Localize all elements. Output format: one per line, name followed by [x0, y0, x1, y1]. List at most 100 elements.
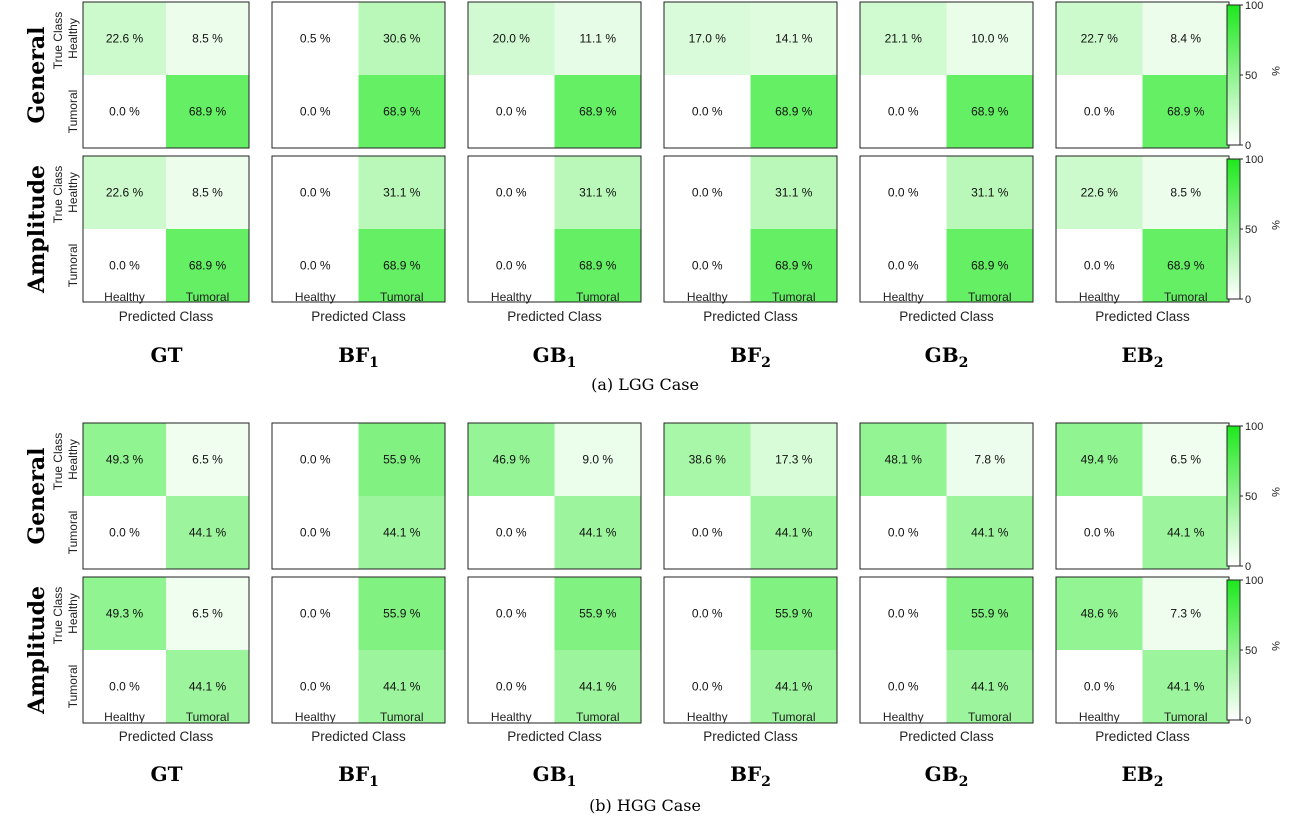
cell-value: 0.0 %	[888, 680, 919, 694]
matrix-frame	[82, 1, 250, 149]
method-base: BF	[730, 762, 761, 786]
matrix-cell	[358, 496, 445, 569]
method-label: GB1	[533, 343, 577, 371]
method-subscript: 2	[1154, 355, 1164, 371]
cell-value: 6.5 %	[192, 453, 223, 467]
matrix-cell	[946, 423, 1033, 496]
matrix-cell	[358, 156, 445, 229]
matrix-cell	[83, 650, 166, 723]
cell-value: 0.0 %	[300, 453, 331, 467]
matrix-cell	[664, 650, 751, 723]
method-label: GT	[151, 343, 183, 367]
cell-value: 0.0 %	[109, 105, 140, 119]
matrix-cell	[166, 423, 249, 496]
matrix-cell	[664, 2, 751, 75]
matrix-frame	[663, 155, 838, 303]
figure-caption: (b) HGG Case	[589, 796, 701, 815]
cell-value: 0.0 %	[300, 526, 331, 540]
matrix-cell	[272, 2, 359, 75]
matrix-cell	[1056, 156, 1143, 229]
method-base: BF	[338, 762, 369, 786]
cell-value: 0.0 %	[1084, 526, 1115, 540]
matrix-cell	[272, 496, 359, 569]
matrix-cell	[83, 496, 166, 569]
matrix-cell	[946, 229, 1033, 302]
cell-value: 68.9 %	[189, 105, 227, 119]
method-base: EB	[1122, 762, 1154, 786]
method-label: BF2	[730, 762, 771, 790]
y-tick-tumoral: Tumoral	[66, 665, 80, 709]
method-base: GB	[533, 762, 567, 786]
colorbar-tick-label: 0	[1245, 294, 1251, 306]
matrix-cell	[554, 496, 641, 569]
predicted-class-label: Predicted Class	[311, 729, 406, 744]
colorbar-unit: %	[1269, 641, 1281, 651]
colorbar-tick-label: 100	[1245, 154, 1263, 166]
cell-value: 17.0 %	[689, 32, 727, 46]
cell-value: 9.0 %	[582, 453, 613, 467]
cell-value: 44.1 %	[1167, 526, 1205, 540]
matrix-cell	[554, 156, 641, 229]
y-tick-healthy: Healthy	[66, 172, 80, 213]
colorbar-unit: %	[1269, 220, 1281, 230]
matrix-cell	[554, 650, 641, 723]
cell-value: 22.6 %	[106, 32, 144, 46]
cell-value: 0.0 %	[300, 259, 331, 273]
matrix-cell	[1142, 423, 1229, 496]
matrix-cell	[166, 2, 249, 75]
cell-value: 8.5 %	[1170, 186, 1201, 200]
cell-value: 44.1 %	[189, 526, 227, 540]
cell-value: 68.9 %	[189, 259, 227, 273]
method-base: GT	[151, 762, 183, 786]
matrix-cell	[1056, 2, 1143, 75]
cell-value: 68.9 %	[1167, 105, 1205, 119]
cell-value: 22.6 %	[1081, 186, 1119, 200]
cell-value: 7.8 %	[974, 453, 1005, 467]
x-tick-healthy: Healthy	[295, 710, 336, 724]
matrix-cell	[664, 423, 751, 496]
x-tick-tumoral: Tumoral	[576, 290, 620, 304]
matrix-cell	[166, 577, 249, 650]
cell-value: 44.1 %	[775, 680, 813, 694]
cell-value: 8.4 %	[1170, 32, 1201, 46]
matrix-frame	[663, 576, 838, 724]
cell-value: 68.9 %	[775, 259, 813, 273]
y-tick-tumoral: Tumoral	[66, 244, 80, 288]
x-tick-healthy: Healthy	[491, 290, 532, 304]
matrix-cell	[272, 423, 359, 496]
colorbar	[1226, 158, 1241, 300]
matrix-cell	[468, 577, 555, 650]
x-tick-tumoral: Tumoral	[186, 290, 230, 304]
cell-value: 11.1 %	[580, 32, 617, 46]
y-tick-healthy: Healthy	[66, 593, 80, 634]
cell-value: 20.0 %	[493, 32, 531, 46]
matrix-cell	[946, 2, 1033, 75]
method-base: EB	[1122, 343, 1154, 367]
cell-value: 0.0 %	[109, 680, 140, 694]
matrix-cell	[946, 75, 1033, 148]
cell-value: 48.6 %	[1081, 607, 1119, 621]
matrix-frame	[467, 576, 642, 724]
x-tick-healthy: Healthy	[883, 710, 924, 724]
method-label: BF1	[338, 762, 379, 790]
x-tick-healthy: Healthy	[883, 290, 924, 304]
matrix-cell	[750, 577, 837, 650]
cell-value: 8.5 %	[192, 32, 223, 46]
method-base: BF	[338, 343, 369, 367]
cell-value: 44.1 %	[1167, 680, 1205, 694]
colorbar-unit: %	[1269, 66, 1281, 76]
matrix-cell	[83, 577, 166, 650]
x-tick-healthy: Healthy	[1079, 290, 1120, 304]
cell-value: 49.4 %	[1081, 453, 1119, 467]
figure-caption: (a) LGG Case	[591, 375, 699, 394]
cell-value: 0.0 %	[692, 259, 723, 273]
cell-value: 22.7 %	[1081, 32, 1119, 46]
cell-value: 0.0 %	[888, 105, 919, 119]
cell-value: 68.9 %	[579, 105, 617, 119]
predicted-class-label: Predicted Class	[899, 309, 994, 324]
true-class-label: True Class	[51, 12, 65, 70]
y-tick-healthy: Healthy	[66, 439, 80, 480]
matrix-cell	[358, 75, 445, 148]
colorbar-tick-label: 0	[1245, 561, 1251, 573]
cell-value: 7.3 %	[1170, 607, 1201, 621]
